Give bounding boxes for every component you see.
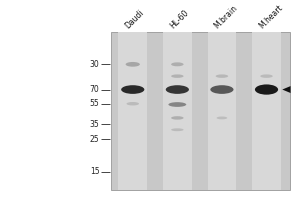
Text: M.brain: M.brain	[213, 3, 239, 30]
Ellipse shape	[216, 74, 228, 78]
Ellipse shape	[210, 85, 233, 94]
Ellipse shape	[126, 62, 140, 67]
Text: Daudi: Daudi	[123, 8, 146, 30]
Text: HL-60: HL-60	[168, 8, 190, 30]
Ellipse shape	[260, 74, 273, 78]
Ellipse shape	[255, 84, 278, 95]
Ellipse shape	[127, 102, 139, 105]
Text: M.heart: M.heart	[257, 3, 284, 30]
Text: 70: 70	[90, 85, 100, 94]
Ellipse shape	[168, 102, 186, 107]
Ellipse shape	[217, 117, 227, 119]
Text: 25: 25	[90, 135, 100, 144]
Bar	[252, 32, 281, 190]
Ellipse shape	[166, 85, 189, 94]
Bar	[111, 32, 290, 190]
Ellipse shape	[171, 116, 184, 120]
Text: 30: 30	[90, 60, 100, 69]
Ellipse shape	[171, 62, 184, 66]
Text: 15: 15	[90, 167, 100, 176]
Ellipse shape	[171, 74, 184, 78]
Text: 55: 55	[90, 99, 100, 108]
Ellipse shape	[171, 128, 184, 131]
Bar	[208, 32, 236, 190]
Ellipse shape	[121, 85, 144, 94]
Text: 35: 35	[90, 120, 100, 129]
Bar	[163, 32, 192, 190]
Bar	[118, 32, 147, 190]
Polygon shape	[282, 86, 291, 93]
